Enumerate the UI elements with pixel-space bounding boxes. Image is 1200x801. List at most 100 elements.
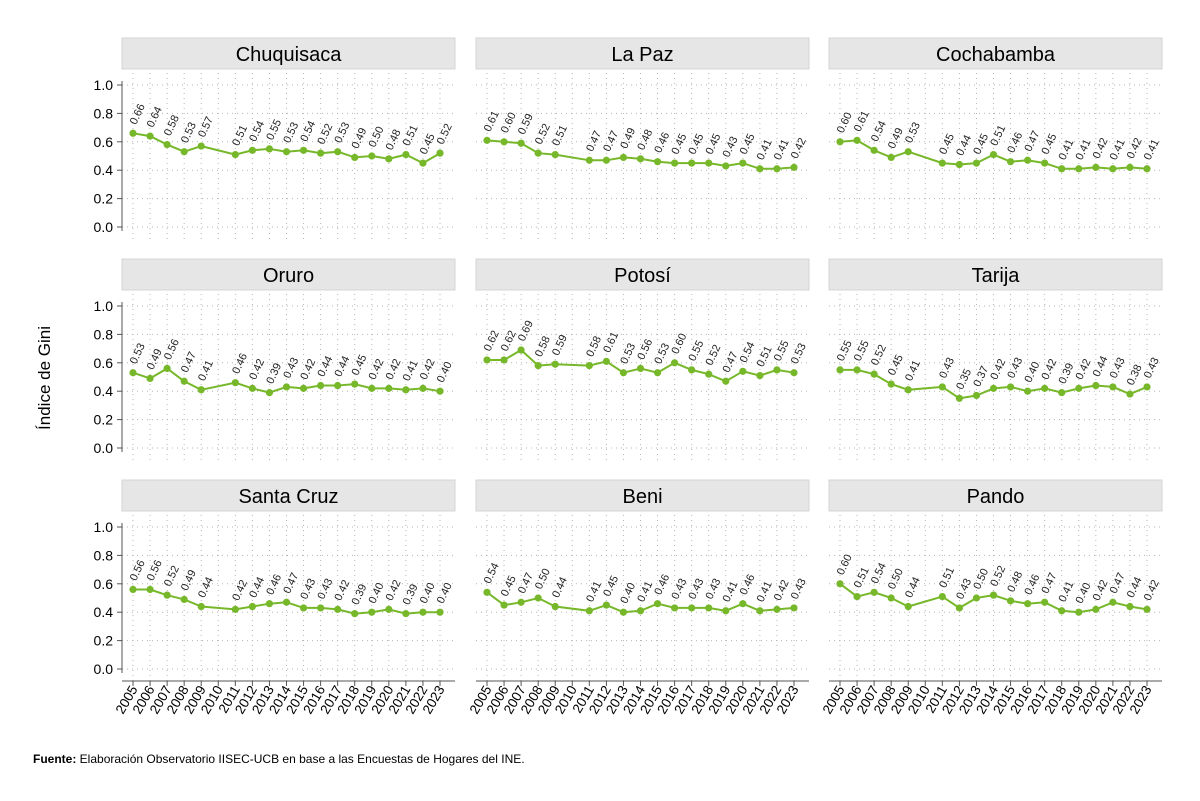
data-label: 0.54 [247,119,267,143]
data-label: 0.40 [1022,360,1042,384]
data-point [722,162,730,170]
data-label: 0.45 [1040,132,1060,156]
panel-header [475,37,810,70]
y-tick-label: 0.4 [94,383,114,399]
data-point [500,601,508,609]
data-label: 0.43 [937,356,957,380]
data-label: 0.57 [196,115,216,139]
y-tick-label: 0.8 [94,326,114,342]
data-point [722,607,730,615]
data-point [483,136,491,144]
data-point [619,608,628,616]
data-point [500,356,508,364]
data-point [299,146,308,154]
data-point [756,371,764,380]
data-label: 0.45 [886,353,906,377]
data-label: 0.52 [704,343,724,367]
data-point [231,605,239,613]
panel-header [828,479,1163,512]
data-point [602,601,610,609]
data-point [1006,383,1015,391]
y-tick-label: 0.8 [94,105,114,121]
y-tick-label: 0.6 [94,134,114,150]
panel-santa-cruz: Santa Cruz0.00.20.40.60.81.0200520062007… [94,479,456,717]
data-label: 0.49 [179,568,199,592]
data-point [265,145,274,153]
data-label: 0.53 [333,121,353,145]
data-label: 0.55 [687,339,707,363]
data-label: 0.46 [652,572,672,596]
data-point [282,383,291,391]
data-point [1075,165,1083,173]
data-point [1041,598,1049,606]
data-point [334,381,342,390]
data-point [436,608,444,616]
data-point [887,153,895,162]
data-label: 0.42 [789,136,809,160]
data-point [619,369,628,377]
data-label: 0.47 [721,350,741,374]
data-label: 0.41 [401,359,421,383]
data-point [180,595,188,604]
data-point [722,377,730,385]
panel-beni: Beni200520062007200820092010201120122013… [467,479,810,717]
data-label: 0.42 [333,578,353,602]
data-point [1143,383,1151,391]
data-point [739,367,747,375]
data-label: 0.43 [669,577,689,601]
data-label: 0.50 [533,567,553,591]
data-label: 0.48 [384,128,404,152]
data-label: 0.50 [971,567,991,591]
data-label: 0.40 [435,360,455,384]
data-point [1024,600,1032,608]
panel-title: Tarija [972,265,1021,287]
data-point [688,604,696,612]
data-point [887,594,895,602]
data-label: 0.42 [367,357,387,381]
data-point [790,163,798,171]
data-label: 0.42 [1074,357,1094,381]
data-point [836,580,844,588]
y-tick-label: 0.4 [94,162,114,178]
data-label: 0.44 [315,354,335,378]
panel-header [475,258,810,291]
panel-header [475,479,810,512]
data-point [972,391,981,400]
data-point [385,384,393,392]
data-point [790,369,798,377]
data-point [705,370,713,378]
data-label: 0.42 [1040,357,1060,381]
y-tick-label: 0.0 [94,219,114,235]
data-label: 0.51 [852,565,872,589]
data-label: 0.60 [835,111,855,135]
data-point [955,160,963,169]
data-label: 0.56 [635,337,655,361]
data-label: 0.56 [128,558,148,582]
data-label: 0.58 [533,334,553,358]
data-label: 0.52 [869,343,889,367]
data-label: 0.69 [516,319,536,343]
data-label: 0.44 [333,354,353,378]
data-point [385,605,393,613]
data-label: 0.55 [835,339,855,363]
y-tick-label: 0.4 [94,604,114,620]
data-label: 0.42 [230,578,250,602]
data-point [1075,608,1083,616]
data-point [419,384,427,392]
data-label: 0.51 [230,123,250,147]
data-point [870,370,878,378]
data-label: 0.45 [601,574,621,598]
data-point [1075,384,1083,392]
data-point [1109,383,1117,391]
y-tick-label: 0.2 [94,633,114,649]
data-label: 0.56 [145,558,165,582]
y-tick-label: 0.2 [94,412,114,428]
panel-header [121,479,456,512]
panel-title: Beni [622,486,662,508]
data-point [636,155,645,163]
y-tick-label: 0.2 [94,191,114,207]
data-point [989,150,998,159]
data-point [419,159,427,167]
data-label: 0.53 [789,342,809,366]
